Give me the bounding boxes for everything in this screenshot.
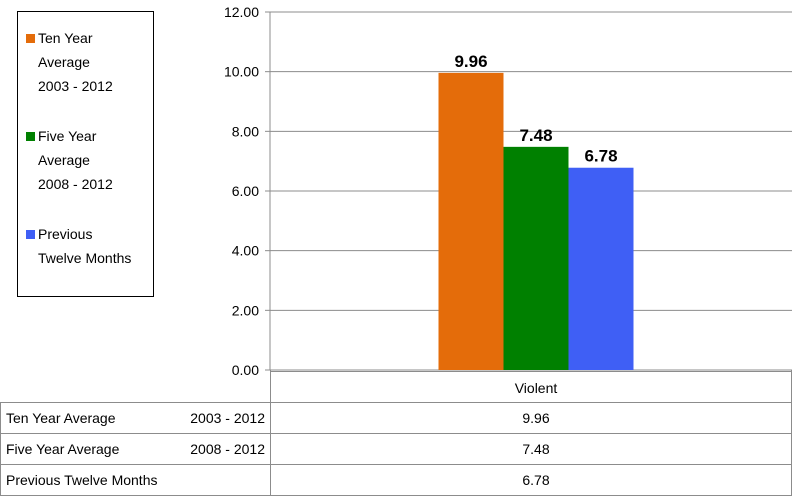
y-tick-label: 6.00	[232, 183, 259, 199]
table-row-label: Ten Year Average	[6, 410, 116, 426]
data-table: Violent Ten Year Average 2003 - 2012 9.96 Fi…	[0, 370, 792, 496]
y-axis-tick-labels: 0.00 2.00 4.00 6.00 8.00 10.00 12.00	[224, 4, 259, 378]
y-tick-label: 12.00	[224, 4, 259, 20]
bar-ten-year	[438, 72, 504, 371]
legend-entry-ten-year: Ten Year Average 2003 - 2012	[26, 26, 113, 98]
legend-entry-previous-twelve: Previous Twelve Months	[26, 222, 131, 270]
table-row-label: Five Year Average	[6, 441, 120, 457]
legend-label-ten-year: Ten Year Average 2003 - 2012	[38, 30, 113, 94]
chart-legend: Ten Year Average 2003 - 2012 Five Year A…	[17, 11, 154, 297]
y-tick-label: 4.00	[232, 243, 259, 259]
data-label: 6.78	[584, 147, 617, 166]
table-row-label: Previous Twelve Months	[6, 472, 157, 488]
legend-label-previous-twelve: Previous Twelve Months	[38, 226, 132, 266]
table-row-range: 2008 - 2012	[190, 441, 265, 457]
legend-entry-five-year: Five Year Average 2008 - 2012	[26, 124, 113, 196]
legend-swatch-previous-twelve	[26, 230, 35, 239]
y-tick-label: 8.00	[232, 123, 259, 139]
legend-swatch-five-year	[26, 132, 35, 141]
data-label: 7.48	[519, 126, 552, 145]
data-labels: 9.96 7.48 6.78	[454, 52, 617, 166]
legend-swatch-ten-year	[26, 34, 35, 43]
table-row-value: 9.96	[522, 410, 549, 426]
table-row-range: 2003 - 2012	[190, 410, 265, 426]
x-category-label: Violent	[515, 380, 558, 396]
table-row-value: 6.78	[522, 472, 549, 488]
y-tick-label: 0.00	[232, 362, 259, 378]
data-label: 9.96	[454, 52, 487, 71]
bars	[438, 72, 634, 371]
bar-previous-twelve	[568, 167, 634, 370]
legend-label-five-year: Five Year Average 2008 - 2012	[38, 128, 113, 192]
y-tick-label: 10.00	[224, 64, 259, 80]
table-row-value: 7.48	[522, 441, 549, 457]
y-tick-label: 2.00	[232, 302, 259, 318]
bar-five-year	[503, 146, 569, 370]
